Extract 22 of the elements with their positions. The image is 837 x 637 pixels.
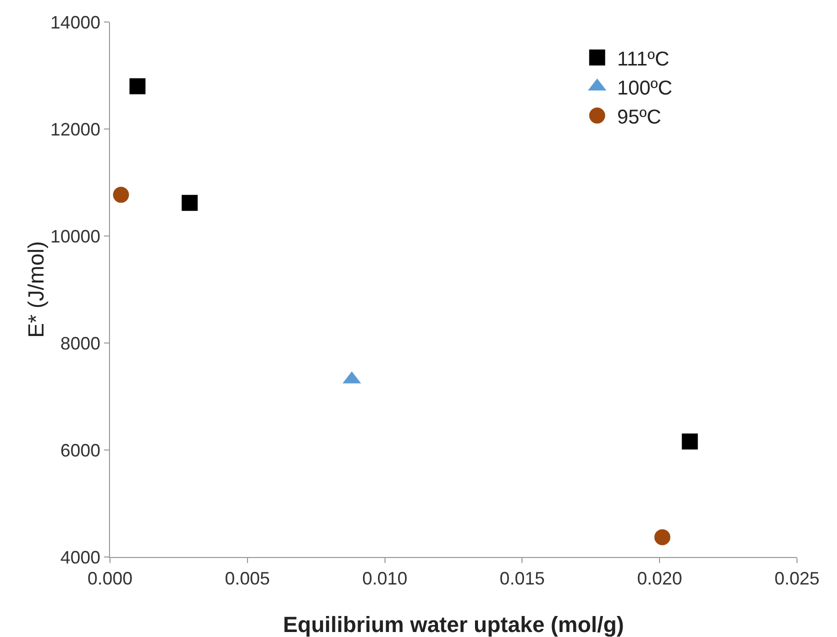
y-tick-label: 10000 (50, 226, 100, 246)
y-tick-label: 14000 (50, 12, 100, 32)
y-tick-label: 4000 (60, 547, 100, 568)
x-axis-title: Equilibrium water uptake (mol/g) (282, 612, 624, 637)
point (182, 194, 198, 211)
point (129, 78, 146, 94)
legend-label: 111ºC (617, 48, 670, 70)
point (112, 186, 129, 203)
legend-label: 100ºC (617, 77, 672, 100)
y-tick-label: 12000 (50, 119, 100, 140)
x-tick-label: 0.010 (362, 568, 408, 589)
x-tick-label: 0.025 (774, 568, 820, 589)
point (654, 529, 670, 546)
x-tick-label: 0.015 (500, 568, 545, 589)
x-tick-label: 0.020 (637, 568, 682, 589)
x-tick-label: 0.000 (87, 568, 133, 589)
point (682, 433, 698, 450)
y-tick-label: 6000 (60, 440, 100, 460)
y-tick-label: 8000 (60, 333, 100, 354)
legend-label: 95ºC (617, 106, 662, 128)
x-tick-label: 0.005 (224, 568, 270, 589)
y-axis-title: E* (J/mol) (23, 241, 48, 338)
